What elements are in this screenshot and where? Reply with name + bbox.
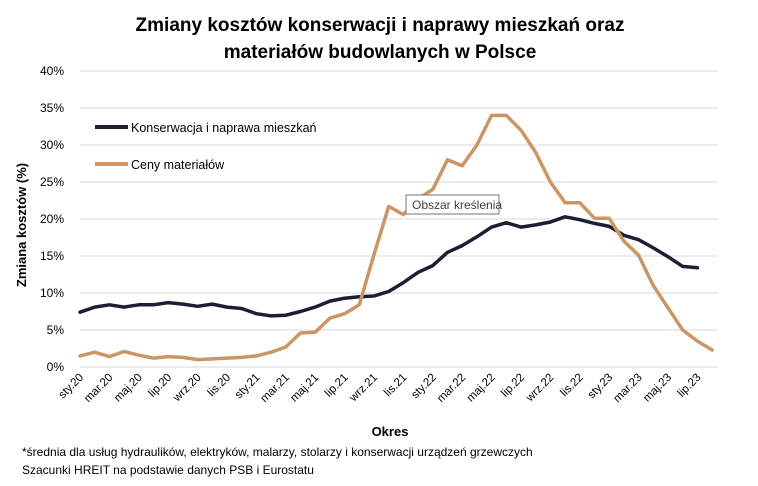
chart-title-line-1: Zmiany kosztów konserwacji i naprawy mie… <box>136 15 625 36</box>
x-tick-label: mar.21 <box>259 372 292 405</box>
y-tick-label: 0% <box>47 360 65 374</box>
x-tick-label: lis.20 <box>206 372 233 399</box>
tooltip-box <box>405 194 500 215</box>
x-axis-label: Okres <box>372 424 409 439</box>
y-axis-ticks: 0% 5% 10% 15% 20% 25% 30% 35% 40% <box>40 64 64 374</box>
x-tick-label: wrz.20 <box>171 372 204 405</box>
x-tick-label: wrz.22 <box>523 372 556 405</box>
x-tick-label: maj.23 <box>641 372 674 405</box>
tooltip-text: Obszar kreślenia <box>412 198 502 212</box>
y-tick-label: 15% <box>40 249 64 263</box>
legend-label-ceny: Ceny materiałów <box>131 158 225 172</box>
x-tick-label: maj.20 <box>112 372 145 405</box>
series-lines <box>78 113 714 362</box>
y-tick-label: 10% <box>40 286 64 300</box>
y-axis-label: Zmiana kosztów (%) <box>14 163 29 287</box>
x-tick-label: mar.23 <box>611 372 644 405</box>
y-tick-label: 35% <box>40 101 64 115</box>
chart-title-line-2: materiałów budowlanych w Polsce <box>224 42 537 63</box>
x-tick-label: lis.21 <box>382 372 409 399</box>
y-tick-label: 30% <box>40 138 64 152</box>
y-tick-label: 40% <box>40 64 64 78</box>
x-tick-label: wrz.21 <box>347 372 380 405</box>
gridlines <box>80 70 718 368</box>
legend: Konserwacja i naprawa mieszkań Ceny mate… <box>95 121 317 172</box>
tooltip: Obszar kreślenia <box>405 194 502 215</box>
x-tick-label: maj.22 <box>465 372 498 405</box>
y-tick-label: 20% <box>40 212 64 226</box>
x-tick-label: lis.22 <box>558 372 585 399</box>
x-tick-label: mar.20 <box>82 372 115 405</box>
x-tick-label: mar.22 <box>435 372 468 405</box>
x-tick-label: maj.21 <box>288 372 321 405</box>
x-tick-label: lip.23 <box>676 372 704 400</box>
y-tick-label: 5% <box>47 323 65 337</box>
legend-label-konserwacja: Konserwacja i naprawa mieszkań <box>131 121 317 135</box>
footnote-source-note: *średnia dla usług hydraulików, elektryk… <box>22 445 533 459</box>
y-tick-label: 25% <box>40 175 64 189</box>
series-line-ceny-materialow <box>78 113 714 362</box>
line-chart: Zmiany kosztów konserwacji i naprawy mie… <box>14 15 718 439</box>
footnote-data-source: Szacunki HREIT na podstawie danych PSB i… <box>22 463 314 477</box>
series-line-konserwacja <box>78 215 700 318</box>
